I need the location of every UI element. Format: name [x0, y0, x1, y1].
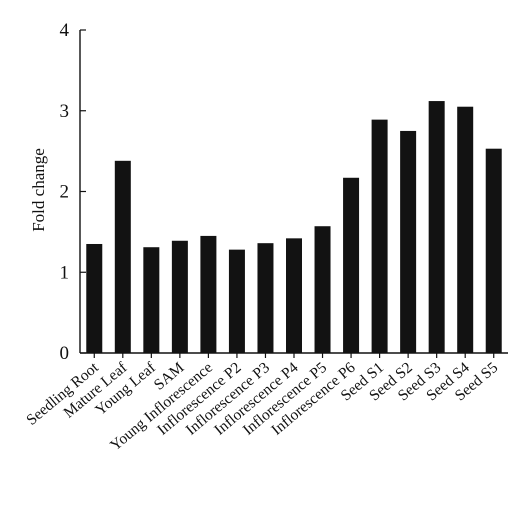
bar [200, 235, 217, 353]
bar [371, 119, 388, 353]
y-tick-label: 0 [60, 343, 70, 364]
bar [286, 238, 302, 353]
y-tick-label: 3 [60, 101, 70, 122]
bar [485, 148, 502, 353]
y-axis-label: Fold change [29, 148, 48, 232]
bar [314, 226, 331, 353]
y-tick-label: 1 [60, 262, 70, 283]
bar [428, 101, 445, 353]
bar [86, 243, 103, 353]
bar [228, 249, 245, 353]
bar [143, 247, 160, 353]
y-tick-label: 4 [60, 20, 70, 41]
bars-group [86, 101, 502, 354]
y-tick-label: 2 [60, 182, 70, 203]
bar [171, 240, 188, 353]
y-axis: 0 1 2 3 4 [60, 20, 86, 364]
bar [257, 243, 274, 353]
bar [343, 177, 360, 353]
bar [457, 106, 474, 354]
bar [114, 160, 131, 353]
bar [400, 130, 417, 353]
